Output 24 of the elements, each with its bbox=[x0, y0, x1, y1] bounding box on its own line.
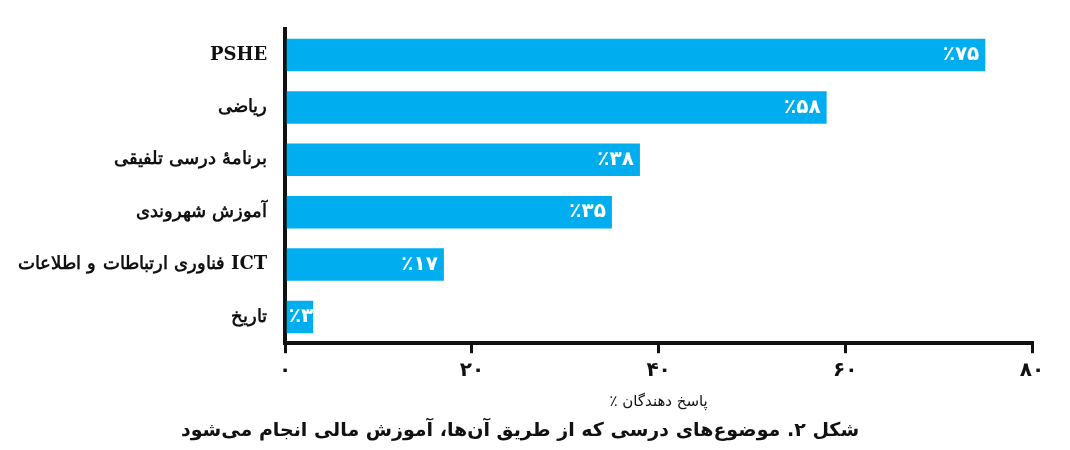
x-tick-label: ۸۰ bbox=[1019, 357, 1045, 382]
x-tick-label: ۰ bbox=[279, 357, 292, 382]
y-tick-label: تاریخ bbox=[231, 304, 268, 327]
y-tick-label: آموزش شهروندی bbox=[135, 198, 270, 222]
y-tick-label: برنامهٔ درسی تلفیقی bbox=[113, 147, 268, 170]
bar bbox=[286, 195, 612, 229]
x-tick-label: ۶۰ bbox=[833, 357, 858, 382]
data-label: ٪۳۸ bbox=[597, 146, 634, 170]
bar bbox=[286, 248, 444, 281]
y-tick-label: فناوری ارتباطات و اطلاعات ICT bbox=[17, 252, 268, 275]
x-tick-label: ۴۰ bbox=[646, 357, 671, 382]
data-label: ٪۵۸ bbox=[784, 93, 821, 118]
y-tick-label: ریاضی bbox=[218, 95, 268, 118]
bar bbox=[286, 143, 640, 177]
text: شکل ۲. موضوع‌های درسی که از طریق آن‌ها، آموزش مالی انجام می‌شود bbox=[180, 416, 860, 441]
data-label: ٪۳۵ bbox=[569, 198, 606, 223]
x-tick-label: ۲۰ bbox=[459, 357, 485, 382]
data-label: ٪۳ bbox=[288, 303, 314, 328]
bar bbox=[286, 91, 827, 124]
data-label: ٪۱۷ bbox=[401, 250, 438, 275]
bar bbox=[286, 38, 986, 72]
y-tick-label: PSHE bbox=[209, 42, 268, 64]
x-axis-title: ٪ پاسخ دهندگان bbox=[609, 392, 708, 412]
data-label: ٪۷۵ bbox=[942, 41, 980, 66]
